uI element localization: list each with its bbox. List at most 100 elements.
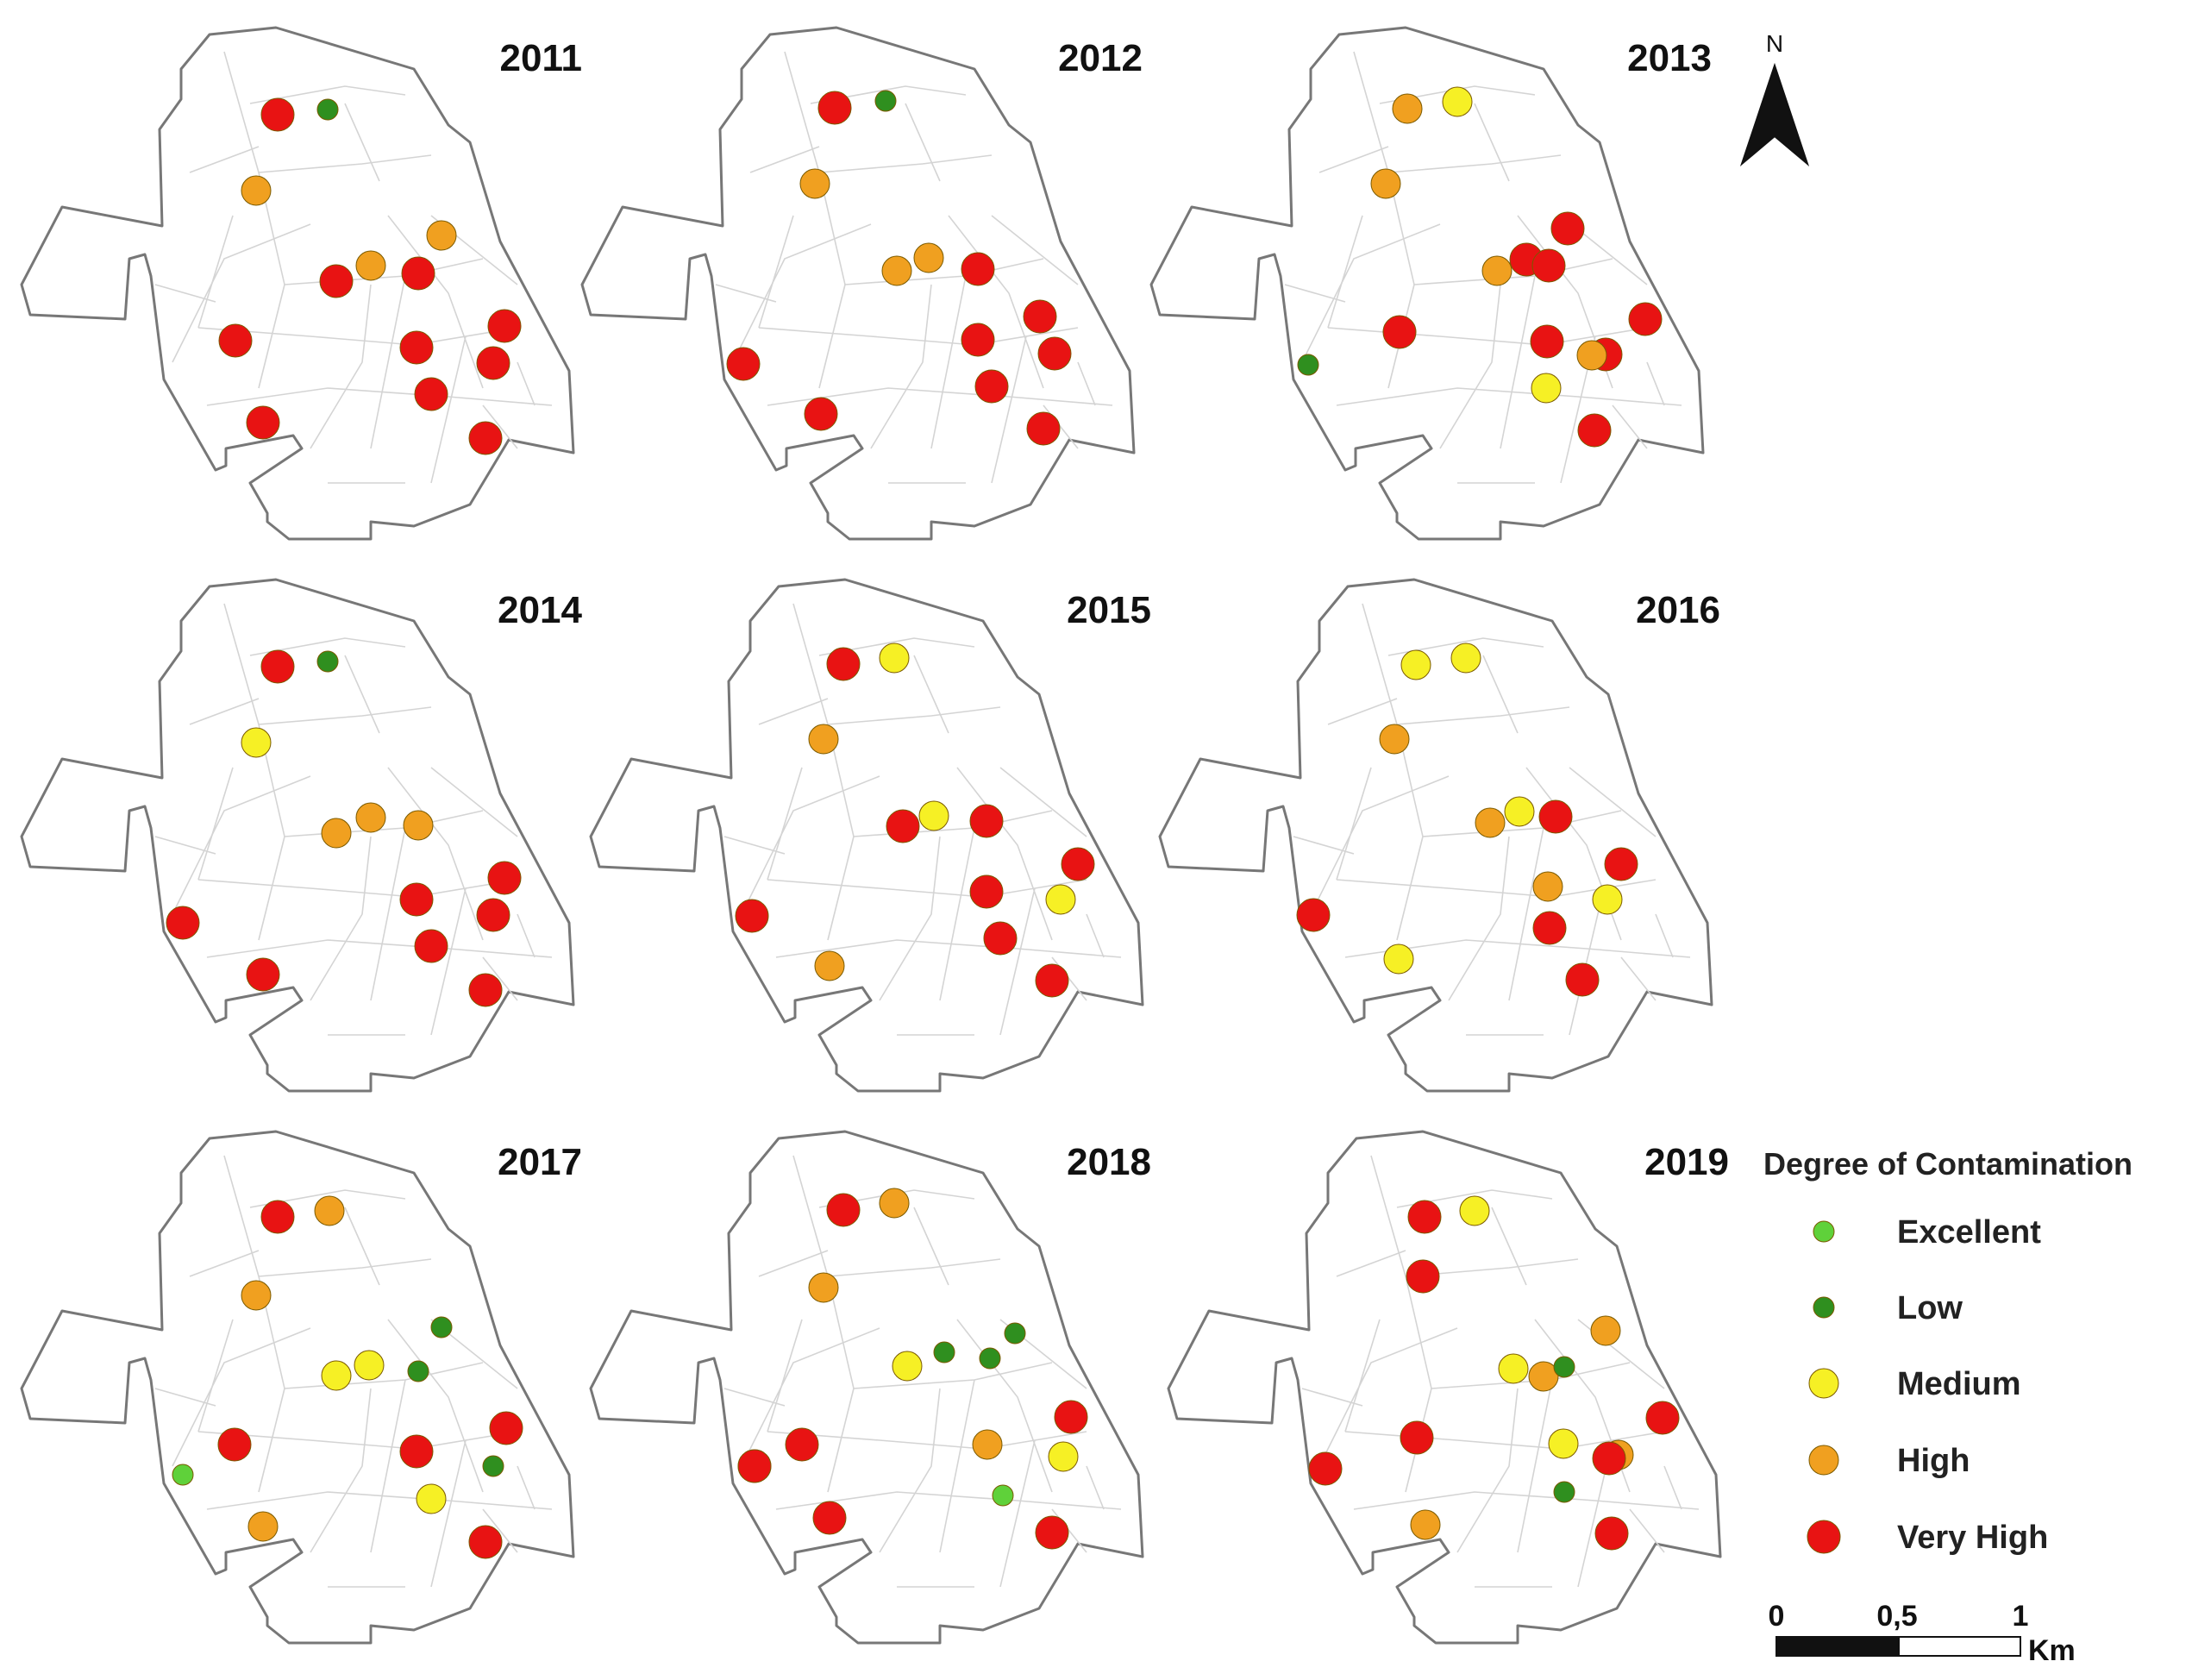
monitoring-station-excellent: [992, 1484, 1014, 1507]
monitoring-station-very-high: [260, 1200, 295, 1234]
monitoring-station-low: [1004, 1322, 1026, 1345]
street-line: [723, 836, 786, 855]
monitoring-station-very-high: [785, 1427, 819, 1462]
monitoring-station-very-high: [1538, 799, 1573, 834]
street-line: [1663, 1465, 1682, 1510]
legend-swatch-very-high: [1807, 1520, 1841, 1554]
monitoring-station-high: [913, 242, 944, 273]
legend-items: Excellent Low Medium High Very High: [1807, 1214, 2048, 1556]
street-line: [387, 1319, 484, 1493]
street-line: [310, 836, 372, 1001]
street-line: [258, 836, 285, 941]
monitoring-station-very-high: [1035, 963, 1069, 998]
monitoring-station-low: [316, 98, 339, 121]
monitoring-station-very-high: [1037, 336, 1072, 371]
monitoring-station-very-high: [414, 377, 448, 411]
street-line: [1508, 827, 1544, 1001]
monitoring-station-very-high: [961, 323, 995, 357]
street-line: [1500, 275, 1536, 449]
scale-tick-1: 1: [2013, 1600, 2029, 1633]
street-line: [1439, 284, 1501, 449]
monitoring-station-medium: [1450, 643, 1481, 674]
year-label: 2013: [1627, 37, 1712, 79]
map-panel-2017: 2017: [20, 1130, 582, 1645]
street-line: [956, 1319, 1053, 1493]
monitoring-station-high: [1392, 93, 1423, 124]
street-line: [818, 154, 993, 173]
street-line: [723, 1388, 786, 1407]
monitoring-station-high: [1528, 1361, 1559, 1392]
monitoring-station-high: [808, 1272, 839, 1303]
legend-swatch-medium: [1808, 1368, 1839, 1399]
street-line: [430, 335, 467, 484]
street-line: [948, 215, 1044, 389]
street-line: [1336, 767, 1372, 881]
street-line: [879, 1388, 941, 1553]
year-label: 2014: [498, 589, 582, 631]
street-line: [775, 939, 1122, 958]
year-label: 2019: [1644, 1141, 1729, 1183]
street-line: [749, 146, 820, 173]
street-line: [767, 1319, 803, 1432]
street-line: [154, 1388, 216, 1407]
street-line: [1344, 1319, 1381, 1432]
street-line: [741, 1327, 880, 1467]
monitoring-station-medium: [918, 800, 949, 831]
monitoring-station-very-high: [1628, 302, 1663, 336]
street-line: [189, 698, 260, 725]
monitoring-station-low: [1553, 1356, 1575, 1378]
street-line: [1301, 223, 1441, 363]
monitoring-station-medium: [321, 1360, 352, 1391]
street-line: [999, 767, 1087, 837]
scale-bar-black-segment: [1776, 1636, 1900, 1657]
monitoring-station-very-high: [886, 809, 920, 843]
street-line: [344, 103, 380, 182]
monitoring-station-very-high: [1308, 1451, 1343, 1486]
street-line: [430, 1439, 467, 1588]
street-line: [827, 706, 1001, 725]
street-line: [430, 767, 518, 837]
map-panel-2016: 2016: [1158, 578, 1720, 1093]
street-line: [1569, 767, 1657, 837]
monitoring-station-very-high: [468, 1525, 503, 1559]
monitoring-station-high: [1379, 724, 1410, 755]
legend-label-very-high: Very High: [1897, 1520, 2048, 1556]
monitoring-station-very-high: [1577, 413, 1612, 448]
street-line: [387, 767, 484, 941]
monitoring-station-medium: [1459, 1195, 1490, 1226]
monitoring-station-low: [1297, 354, 1319, 376]
monitoring-station-very-high: [246, 405, 280, 440]
street-line: [344, 1207, 380, 1286]
north-arrow: N: [1739, 30, 1810, 167]
street-line: [482, 404, 518, 449]
street-network: [723, 1155, 1122, 1588]
scale-bar-white-segment: [1898, 1636, 2021, 1657]
legend-label-low: Low: [1897, 1290, 1963, 1326]
street-network: [154, 603, 553, 1036]
monitoring-station-low: [407, 1360, 429, 1382]
monitoring-station-medium: [1531, 373, 1562, 404]
street-line: [956, 767, 1053, 941]
street-line: [1310, 775, 1450, 915]
monitoring-station-medium: [1548, 1428, 1579, 1459]
scale-bar: 0 0,5 1 Km: [1769, 1600, 2076, 1667]
monitoring-station-very-high: [468, 421, 503, 455]
monitoring-station-very-high: [1023, 299, 1057, 334]
monitoring-station-very-high: [1061, 847, 1095, 881]
monitoring-station-very-high: [983, 921, 1018, 956]
street-line: [1043, 404, 1079, 449]
monitoring-station-high: [241, 175, 272, 206]
monitoring-station-very-high: [1406, 1259, 1440, 1294]
street-line: [1456, 1388, 1519, 1553]
street-line: [249, 637, 406, 656]
legend-swatch-low: [1813, 1296, 1835, 1319]
monitoring-station-high: [426, 220, 457, 251]
monitoring-station-medium: [1442, 86, 1473, 117]
street-line: [775, 1491, 1122, 1510]
street-line: [258, 1388, 285, 1493]
street-line: [913, 655, 949, 734]
street-line: [172, 775, 311, 915]
street-line: [197, 215, 234, 329]
monitoring-station-high: [879, 1188, 910, 1219]
